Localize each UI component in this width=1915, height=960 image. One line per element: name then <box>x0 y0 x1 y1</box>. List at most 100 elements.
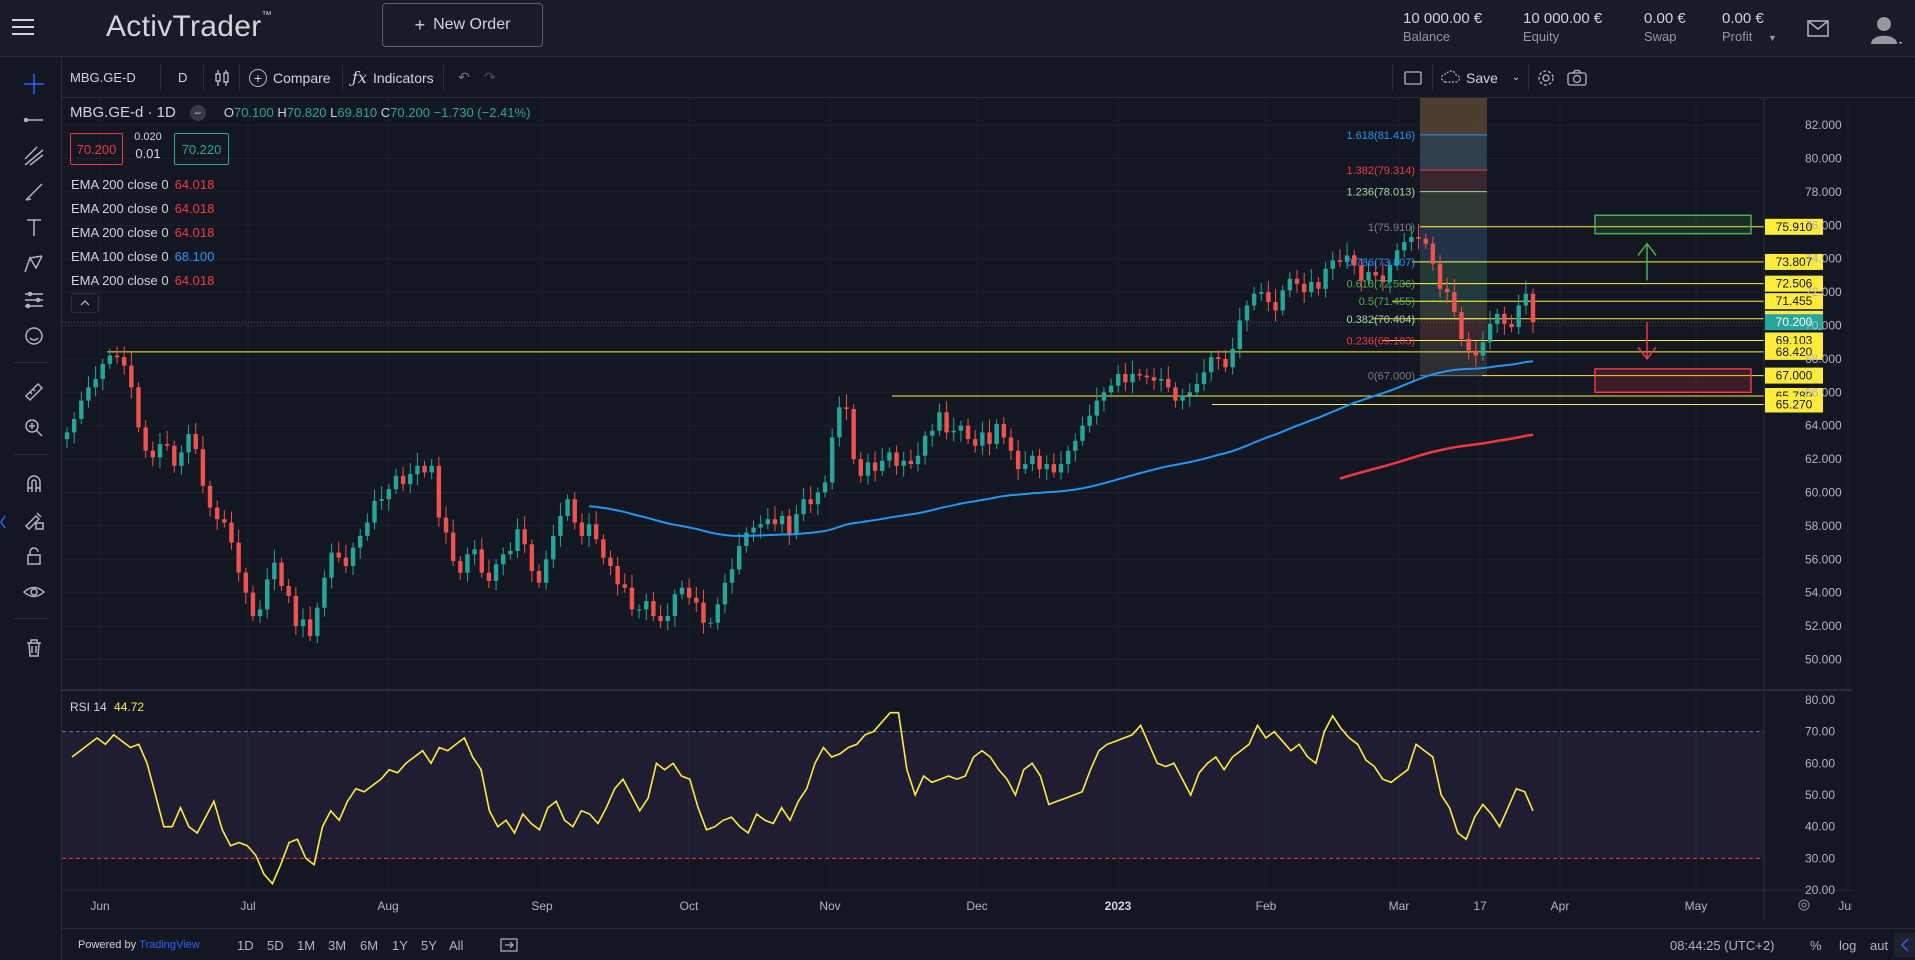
candle-body <box>922 435 928 456</box>
indicator-ema-3[interactable]: EMA 200 close 0 64.018 <box>71 225 215 240</box>
pitchfork-icon[interactable] <box>18 140 50 172</box>
sell-target-box[interactable] <box>1594 368 1752 394</box>
zoom-in-icon[interactable] <box>18 412 50 444</box>
eye-icon[interactable] <box>18 576 50 608</box>
candle-body <box>107 355 113 364</box>
profit-stat[interactable]: 0.00 € Profit ▼ <box>1722 10 1777 44</box>
chart-toolbar: MBG.GE-D D + Compare ƒx Indicators ↶ ↷ S… <box>62 57 1915 98</box>
ruler-icon[interactable] <box>18 376 50 408</box>
indicators-button[interactable]: ƒx Indicators <box>352 68 434 87</box>
trend-line-icon[interactable] <box>18 104 50 136</box>
collapse-toolbar-icon[interactable] <box>0 515 6 529</box>
horizontal-lines[interactable]: 75.91073.80772.50671.45570.40470.20069.1… <box>62 218 1823 413</box>
legend-dropdown-icon[interactable]: – <box>189 104 206 121</box>
up-arrow-icon[interactable] <box>1637 242 1657 281</box>
menu-icon[interactable] <box>12 19 34 37</box>
ohlc-values: O70.100 H70.820 L69.810 C70.200 −1.730 (… <box>223 105 531 120</box>
price-level-tag-text: 71.455 <box>1776 294 1813 308</box>
indicator-ema-2[interactable]: EMA 200 close 0 64.018 <box>71 201 215 216</box>
candle-body <box>1301 283 1307 293</box>
time-tick-label: Jul <box>240 899 255 913</box>
candle-body <box>701 602 706 623</box>
candle-body <box>1073 440 1078 451</box>
range-5d[interactable]: 5D <box>267 937 284 953</box>
compare-button[interactable]: + Compare <box>249 57 331 98</box>
symbol-search[interactable]: MBG.GE-D <box>70 70 136 85</box>
settings-gear-icon[interactable] <box>1536 57 1556 98</box>
candle-body <box>715 604 720 623</box>
candle-body <box>1123 373 1128 383</box>
range-1m[interactable]: 1M <box>297 937 316 953</box>
user-avatar-icon[interactable] <box>1868 14 1904 49</box>
redo-icon[interactable]: ↷ <box>484 69 496 85</box>
tradingview-link[interactable]: TradingView <box>139 939 200 951</box>
text-tool-icon[interactable] <box>18 212 50 244</box>
camera-icon[interactable] <box>1567 57 1587 98</box>
fullscreen-icon[interactable] <box>1404 57 1422 98</box>
new-order-label: New Order <box>433 16 511 33</box>
price-level-tag-text: 65.270 <box>1776 397 1813 411</box>
save-button[interactable]: Save ⌄ <box>1440 57 1520 98</box>
draw-lock-icon[interactable] <box>18 504 50 536</box>
down-arrow-icon[interactable] <box>1637 322 1657 361</box>
candle-body <box>1208 357 1214 373</box>
candle-body <box>1144 375 1150 378</box>
pattern-icon[interactable] <box>18 248 50 280</box>
percent-scale-button[interactable]: % <box>1810 937 1822 953</box>
candle-body <box>1051 464 1057 473</box>
candle-body <box>1130 373 1135 383</box>
prediction-icon[interactable] <box>18 284 50 316</box>
fibonacci-retracement[interactable] <box>1420 98 1487 377</box>
brush-icon[interactable] <box>18 176 50 208</box>
candles-icon[interactable] <box>212 57 232 98</box>
range-1y[interactable]: 1Y <box>392 937 408 953</box>
candle-body <box>472 549 477 555</box>
auto-scale-button[interactable]: auto <box>1870 937 1888 953</box>
crosshair-icon[interactable] <box>18 68 50 100</box>
magnet-icon[interactable] <box>18 468 50 500</box>
candle-body <box>708 622 713 624</box>
range-5y[interactable]: 5Y <box>421 937 437 953</box>
goto-date-icon[interactable] <box>500 929 518 960</box>
indicator-ema-4[interactable]: EMA 100 close 0 68.100 <box>71 249 215 264</box>
annotations[interactable] <box>1594 214 1752 394</box>
candle-body <box>1001 424 1007 438</box>
price-level-tag <box>1765 218 1823 235</box>
gear-ring <box>1798 899 1810 911</box>
time-tick-label: Apr <box>1551 899 1570 913</box>
collapse-legend-icon[interactable] <box>71 293 99 313</box>
range-3m[interactable]: 3M <box>328 937 347 953</box>
new-order-button[interactable]: + New Order <box>382 3 543 47</box>
candle-body <box>1402 242 1407 251</box>
time-tick-label: Jun <box>1838 899 1852 913</box>
candle-body <box>994 424 999 445</box>
price-chart[interactable]: 75.91073.80772.50671.45570.40470.20069.1… <box>62 98 1852 920</box>
range-all[interactable]: All <box>449 937 464 953</box>
trash-icon[interactable] <box>18 632 50 664</box>
sell-price-button[interactable]: 70.200 <box>70 133 123 165</box>
candle-body <box>930 430 935 436</box>
lock-icon[interactable] <box>18 540 50 572</box>
candle-body <box>207 485 213 508</box>
indicator-ema-5[interactable]: EMA 200 close 0 64.018 <box>71 273 215 288</box>
undo-icon[interactable]: ↶ <box>458 69 470 85</box>
candle-body <box>300 619 306 627</box>
interval-button[interactable]: D <box>178 70 188 85</box>
candle-body <box>322 577 327 608</box>
candle-body <box>1166 378 1171 388</box>
log-scale-button[interactable]: log <box>1839 937 1857 953</box>
range-1d[interactable]: 1D <box>237 937 254 953</box>
mail-icon[interactable] <box>1807 20 1829 40</box>
range-6m[interactable]: 6M <box>360 937 379 953</box>
axis-settings-gear-icon[interactable] <box>1798 899 1810 911</box>
collapse-panel-icon[interactable] <box>1894 933 1915 957</box>
candle-body <box>1502 313 1507 324</box>
emoji-icon[interactable] <box>18 320 50 352</box>
price-level-tag <box>1765 367 1823 384</box>
buy-target-box[interactable] <box>1594 214 1752 235</box>
candle-body <box>1094 400 1099 416</box>
price-tick-label: 54.000 <box>1805 586 1842 600</box>
candle-body <box>293 596 299 627</box>
indicator-ema-1[interactable]: EMA 200 close 0 64.018 <box>71 177 215 192</box>
buy-price-button[interactable]: 70.220 <box>174 133 229 165</box>
